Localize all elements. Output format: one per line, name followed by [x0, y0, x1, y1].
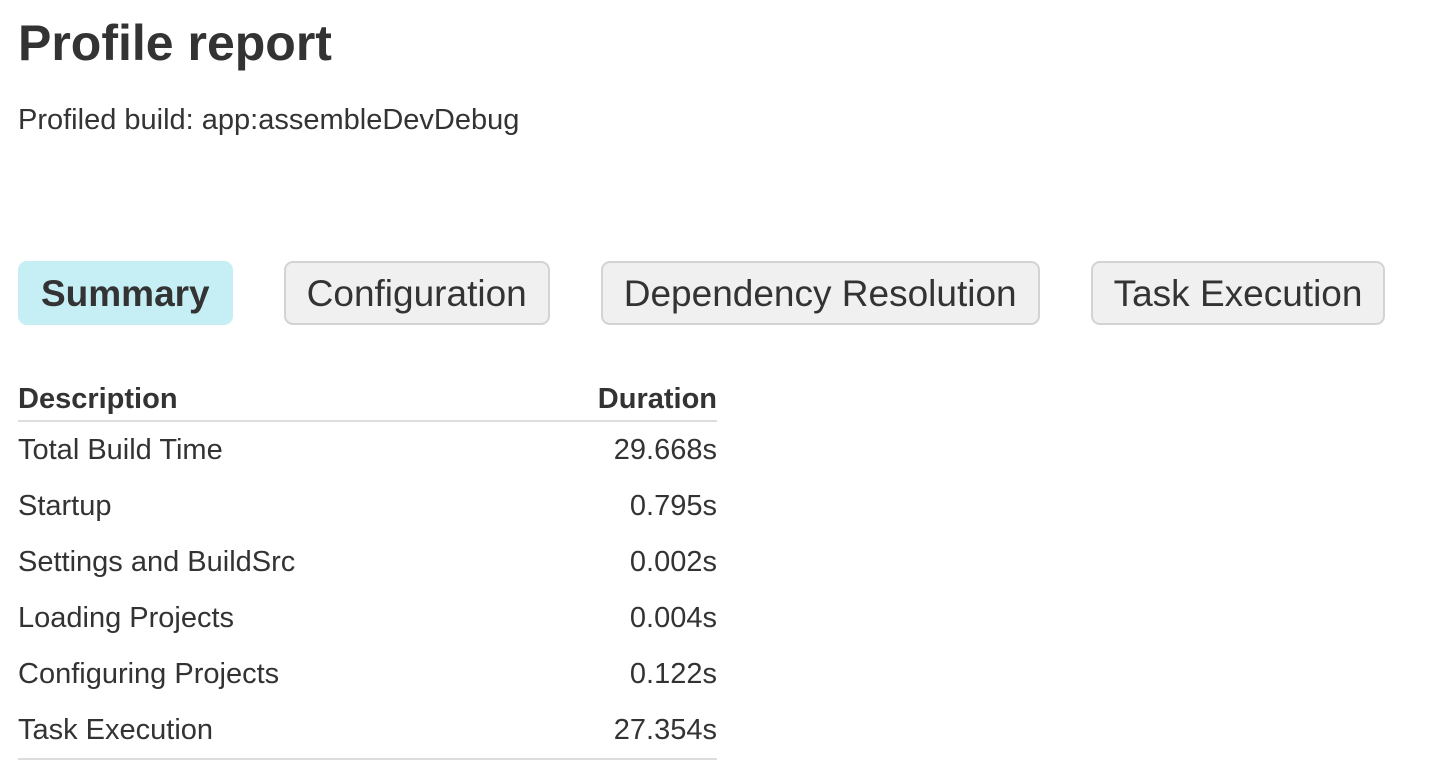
row-duration: 0.002s	[629, 545, 717, 578]
row-duration: 29.668s	[613, 433, 717, 466]
row-duration: 27.354s	[506, 702, 717, 760]
column-header-duration: Duration	[506, 378, 717, 422]
row-duration: 0.795s	[629, 489, 717, 522]
tab-dependency-resolution[interactable]: Dependency Resolution	[600, 261, 1040, 325]
table-row: Configuring Projects 0.122s	[18, 646, 717, 702]
row-description: Task Execution	[18, 702, 507, 760]
table-header-row: Description Duration	[18, 378, 717, 422]
row-description: Startup	[18, 489, 112, 522]
row-duration: 0.122s	[629, 657, 717, 690]
row-description: Configuring Projects	[18, 657, 280, 690]
profiled-build-text: Profiled build: app:assembleDevDebug	[18, 104, 520, 136]
tab-task-execution[interactable]: Task Execution	[1090, 261, 1386, 325]
table-row: Total Build Time 29.668s	[18, 421, 717, 478]
page-title: Profile report	[18, 15, 332, 71]
column-header-description: Description	[18, 378, 507, 422]
row-description: Loading Projects	[18, 601, 235, 634]
tab-summary[interactable]: Summary	[18, 261, 233, 325]
summary-table: Description Duration Total Build Time 29.…	[18, 378, 717, 760]
tab-configuration[interactable]: Configuration	[283, 261, 550, 325]
table-row: Settings and BuildSrc 0.002s	[18, 534, 717, 590]
row-duration: 0.004s	[629, 601, 717, 634]
row-description: Total Build Time	[18, 433, 223, 466]
table-row: Startup 0.795s	[18, 478, 717, 534]
table-row: Task Execution 27.354s	[18, 702, 717, 760]
table-row: Loading Projects 0.004s	[18, 590, 717, 646]
row-description: Settings and BuildSrc	[18, 545, 296, 578]
tab-bar: Summary Configuration Dependency Resolut…	[18, 261, 1386, 325]
